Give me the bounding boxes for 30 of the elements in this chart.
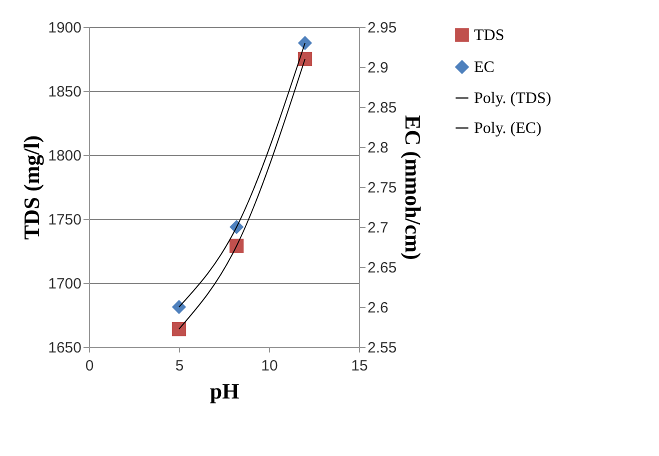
y2-tick-label: 2.75 xyxy=(368,180,397,196)
y2-tick-label: 2.65 xyxy=(368,260,397,276)
legend-label: Poly. (TDS) xyxy=(474,90,552,107)
y2-tick-label: 2.9 xyxy=(368,60,388,76)
y2-tick-label: 2.85 xyxy=(368,100,397,116)
y-tick-label: 1850 xyxy=(48,84,82,100)
y2-tick-label: 2.55 xyxy=(368,340,397,356)
y2-tick-label: 2.7 xyxy=(368,220,388,236)
x-tick-label: 15 xyxy=(351,358,368,374)
y2-tick-label: 2.95 xyxy=(368,20,397,36)
x-tick-label: 10 xyxy=(261,358,278,374)
y-tick-label: 1900 xyxy=(48,20,82,36)
point xyxy=(230,238,244,253)
y2-tick-label: 2.6 xyxy=(368,300,388,316)
y-tick-label: 1800 xyxy=(48,148,82,164)
legend-label: EC xyxy=(474,59,494,76)
point xyxy=(172,322,186,336)
legend-label: Poly. (EC) xyxy=(474,120,542,137)
y-axis-title: TDS (mg/l) xyxy=(19,135,44,240)
y2-tick-label: 2.8 xyxy=(368,140,388,156)
point xyxy=(298,36,312,50)
y-tick-label: 1650 xyxy=(48,340,82,356)
x-axis-title: pH xyxy=(210,378,240,404)
y-tick-label: 1700 xyxy=(48,276,82,292)
x-tick-label: 5 xyxy=(175,358,184,374)
legend-label: TDS xyxy=(474,27,504,44)
y-tick-label: 1750 xyxy=(48,212,82,228)
point xyxy=(172,300,186,314)
x-tick-label: 0 xyxy=(85,358,94,374)
y2-axis-title: EC (mmoh/cm) xyxy=(400,115,426,260)
